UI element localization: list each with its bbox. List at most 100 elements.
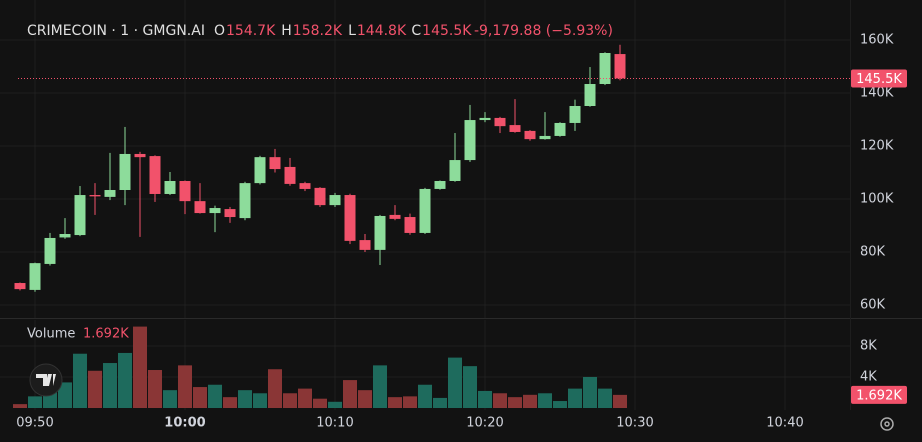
- volume-bar: [327, 401, 342, 408]
- volume-bar: [132, 326, 147, 408]
- chart-header: CRIMECOIN · 1 · GMGN.AI O154.7K H158.2K L14…: [27, 23, 613, 39]
- candle-body: [494, 117, 506, 127]
- candle-body: [599, 53, 611, 85]
- last-price-tag: [851, 69, 907, 88]
- candle-body: [149, 156, 161, 194]
- volume-tick-label: 8K: [860, 338, 877, 353]
- candle-body: [44, 237, 56, 264]
- volume-bar: [493, 393, 508, 408]
- volume-bar: [102, 363, 117, 408]
- candle-body: [164, 180, 176, 194]
- volume-bar: [613, 394, 628, 408]
- volume-bar: [282, 393, 297, 408]
- candle-body: [434, 180, 446, 189]
- x-tick-label: 10:30: [616, 416, 653, 431]
- candle-body: [284, 166, 296, 184]
- candle-body: [119, 153, 131, 191]
- volume-bar: [312, 398, 327, 408]
- volume-bar: [342, 380, 357, 408]
- candle-body: [374, 215, 386, 250]
- y-tick-label: 100K: [860, 192, 894, 207]
- volume-bar: [297, 388, 312, 408]
- volume-bar: [402, 396, 417, 408]
- volume-bar: [117, 352, 132, 408]
- volume-bar: [147, 370, 162, 408]
- volume-bar: [372, 365, 387, 408]
- volume-bar: [12, 404, 27, 408]
- candle-body: [239, 183, 251, 219]
- volume-bar: [508, 397, 523, 408]
- symbol: CRIMECOIN · 1 · GMGN.AI: [27, 23, 205, 39]
- candle-body: [524, 130, 536, 140]
- grid: [0, 0, 850, 410]
- candle-body: [14, 283, 26, 290]
- volume-bar: [583, 376, 598, 408]
- candle-body: [89, 195, 101, 197]
- last-volume-tag: [851, 385, 907, 404]
- volume-bar: [418, 384, 432, 408]
- volume-bar: [267, 369, 282, 408]
- volume-bar: [387, 397, 402, 408]
- candle-body: [509, 125, 521, 132]
- candle-body: [539, 135, 551, 140]
- candle-body: [449, 160, 461, 181]
- volume-bar: [478, 390, 493, 408]
- volume-bar: [357, 390, 372, 408]
- ohlc-value: 154.7K: [226, 23, 276, 39]
- candle-body: [104, 190, 116, 197]
- volume-bar: [87, 370, 102, 408]
- volume-bar: [207, 384, 222, 408]
- candle-body: [464, 120, 476, 161]
- volume-tick-label: 4K: [860, 369, 877, 384]
- candle-body: [404, 217, 416, 233]
- candle-body: [479, 117, 491, 121]
- candle-body: [59, 233, 71, 238]
- settings-button[interactable]: [880, 417, 894, 431]
- change: -9,179.88 (−5.93%): [474, 23, 613, 39]
- last-volume-label: 1.692K: [856, 388, 902, 403]
- candle-body: [209, 208, 221, 214]
- candle-body: [314, 187, 326, 206]
- volume-bar: [192, 387, 207, 408]
- candle-body: [389, 214, 401, 219]
- candle-body: [329, 195, 341, 206]
- volume-bar: [162, 390, 177, 408]
- x-tick-label: 09:50: [16, 416, 53, 431]
- x-tick-label: 10:00: [164, 416, 205, 431]
- candle-body: [29, 263, 41, 290]
- x-tick-label: 10:10: [316, 416, 353, 431]
- candle-body: [554, 122, 566, 136]
- candle-body: [344, 195, 356, 241]
- candle-body: [254, 157, 266, 184]
- ohlc-key: O: [214, 23, 225, 39]
- candle-body: [614, 54, 626, 79]
- volume-legend-value: 1.692K: [83, 327, 129, 342]
- volume-bar: [222, 397, 237, 408]
- candle-body: [179, 180, 191, 202]
- candle-body: [224, 209, 236, 218]
- y-tick-label: 120K: [860, 139, 894, 154]
- candle-body: [134, 153, 146, 158]
- candle-body: [194, 201, 206, 214]
- candle-body: [299, 183, 311, 189]
- tradingview-logo: [29, 363, 63, 397]
- volume-bar: [448, 357, 463, 408]
- candle-body: [269, 157, 281, 170]
- ohlc-key: H: [281, 23, 292, 39]
- ohlc-key: C: [411, 23, 421, 39]
- volume-bar: [553, 401, 568, 408]
- marks: [12, 44, 850, 408]
- x-tick-label: 10:20: [466, 416, 503, 431]
- candle-body: [419, 188, 431, 233]
- candle-body: [569, 106, 581, 123]
- ohlc-value: 158.2K: [293, 23, 343, 39]
- ohlc-key: L: [348, 23, 356, 39]
- volume-bar: [568, 388, 583, 408]
- volume-bar: [463, 366, 478, 408]
- candle-body: [359, 240, 371, 250]
- volume-bar: [27, 396, 42, 408]
- x-tick-label: 10:40: [766, 416, 803, 431]
- volume-bar: [598, 388, 613, 408]
- candle-body: [584, 84, 596, 106]
- volume-bar: [237, 390, 252, 408]
